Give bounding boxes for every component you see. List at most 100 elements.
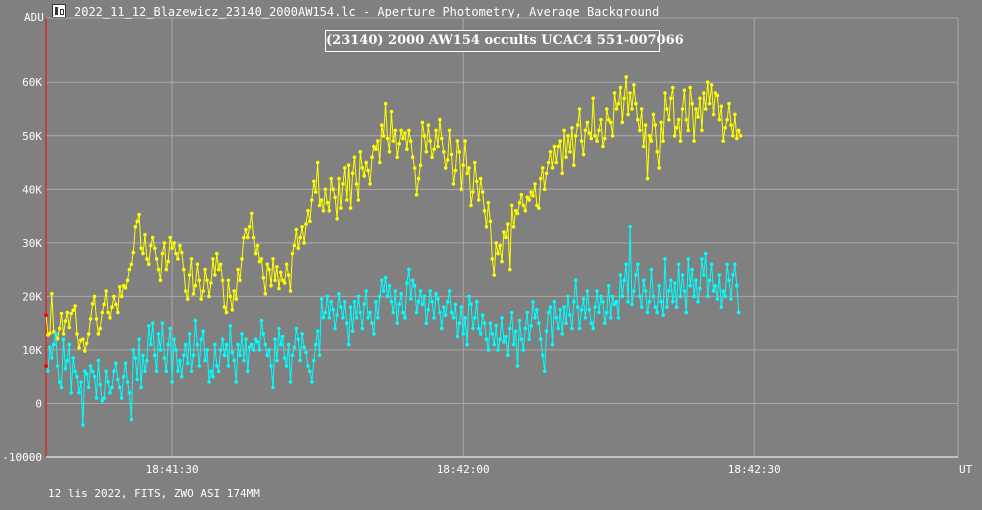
data-point <box>709 83 714 87</box>
data-point <box>59 385 64 390</box>
data-point <box>321 316 326 320</box>
data-point <box>597 310 601 315</box>
data-point <box>306 208 310 213</box>
data-point <box>374 147 378 151</box>
data-point <box>137 212 141 217</box>
data-point <box>449 310 454 315</box>
data-point <box>269 283 273 288</box>
data-point <box>189 369 194 374</box>
data-point <box>661 313 665 317</box>
data-point <box>372 332 376 336</box>
data-point <box>360 166 365 170</box>
y-tick-label: 20K <box>22 290 42 303</box>
data-point <box>711 289 716 293</box>
data-point <box>540 353 545 358</box>
data-point <box>197 278 202 283</box>
data-point <box>350 171 355 176</box>
data-point <box>337 176 341 181</box>
data-point <box>180 374 184 379</box>
data-point <box>321 208 326 213</box>
data-point <box>523 208 528 213</box>
data-point <box>713 283 718 288</box>
data-point <box>121 374 126 379</box>
data-point <box>172 337 176 342</box>
data-point <box>434 128 438 133</box>
data-point <box>94 396 99 400</box>
data-point <box>651 112 656 117</box>
data-point <box>442 150 446 154</box>
data-point <box>389 299 394 304</box>
data-point <box>736 310 741 315</box>
data-point <box>533 182 537 186</box>
data-point <box>275 358 279 363</box>
data-point <box>329 299 334 304</box>
data-point <box>341 182 345 186</box>
data-point <box>282 356 287 360</box>
data-point <box>591 96 595 101</box>
data-point <box>632 289 636 293</box>
data-point <box>110 385 114 390</box>
data-point <box>185 297 190 301</box>
footer-info: 12 lis 2022, FITS, ZWO ASI 174MM <box>48 487 260 500</box>
data-point <box>473 316 477 320</box>
data-point <box>292 243 297 248</box>
y-tick-label: 10K <box>22 344 42 357</box>
data-point <box>298 235 303 240</box>
data-point <box>387 150 392 154</box>
data-point <box>671 85 675 90</box>
data-point <box>414 192 419 197</box>
data-point <box>698 96 702 101</box>
data-point <box>492 273 497 277</box>
data-point <box>149 342 153 347</box>
data-point <box>409 139 413 143</box>
x-tick-label: 18:42:30 <box>728 463 781 476</box>
data-point <box>436 297 440 301</box>
data-point <box>608 316 613 320</box>
data-point <box>201 329 205 334</box>
data-point <box>531 193 535 198</box>
data-point <box>55 336 60 341</box>
data-point <box>484 225 489 229</box>
data-point <box>395 155 400 159</box>
data-point <box>647 299 652 304</box>
data-point <box>459 305 464 309</box>
data-point <box>614 107 619 111</box>
data-point <box>504 334 508 339</box>
data-point <box>517 318 522 323</box>
data-point <box>135 219 139 224</box>
data-point <box>100 399 105 403</box>
data-point <box>327 208 332 213</box>
data-point <box>525 310 529 315</box>
data-point <box>672 134 677 138</box>
data-point <box>700 128 704 133</box>
data-point <box>725 262 729 267</box>
data-point <box>183 289 188 293</box>
data-point <box>218 348 223 352</box>
data-point <box>639 305 644 309</box>
data-point <box>577 326 582 331</box>
data-point <box>81 337 85 342</box>
data-point <box>702 273 706 277</box>
data-point <box>475 299 479 304</box>
data-point <box>176 369 180 374</box>
data-point <box>453 168 458 173</box>
data-point <box>220 278 225 283</box>
data-point <box>83 369 87 374</box>
data-point <box>568 150 572 154</box>
data-point <box>83 349 87 353</box>
data-point <box>370 321 374 326</box>
data-point <box>678 139 683 143</box>
data-point <box>300 332 304 336</box>
data-point <box>379 123 384 127</box>
data-point <box>438 310 442 315</box>
data-point <box>669 96 673 101</box>
data-point <box>98 382 103 387</box>
data-point <box>116 377 120 382</box>
data-point <box>455 139 460 143</box>
data-point <box>612 91 617 95</box>
data-point <box>688 283 692 288</box>
data-point <box>108 316 112 320</box>
data-point <box>131 348 136 352</box>
data-point <box>280 334 285 339</box>
data-point <box>608 120 613 125</box>
